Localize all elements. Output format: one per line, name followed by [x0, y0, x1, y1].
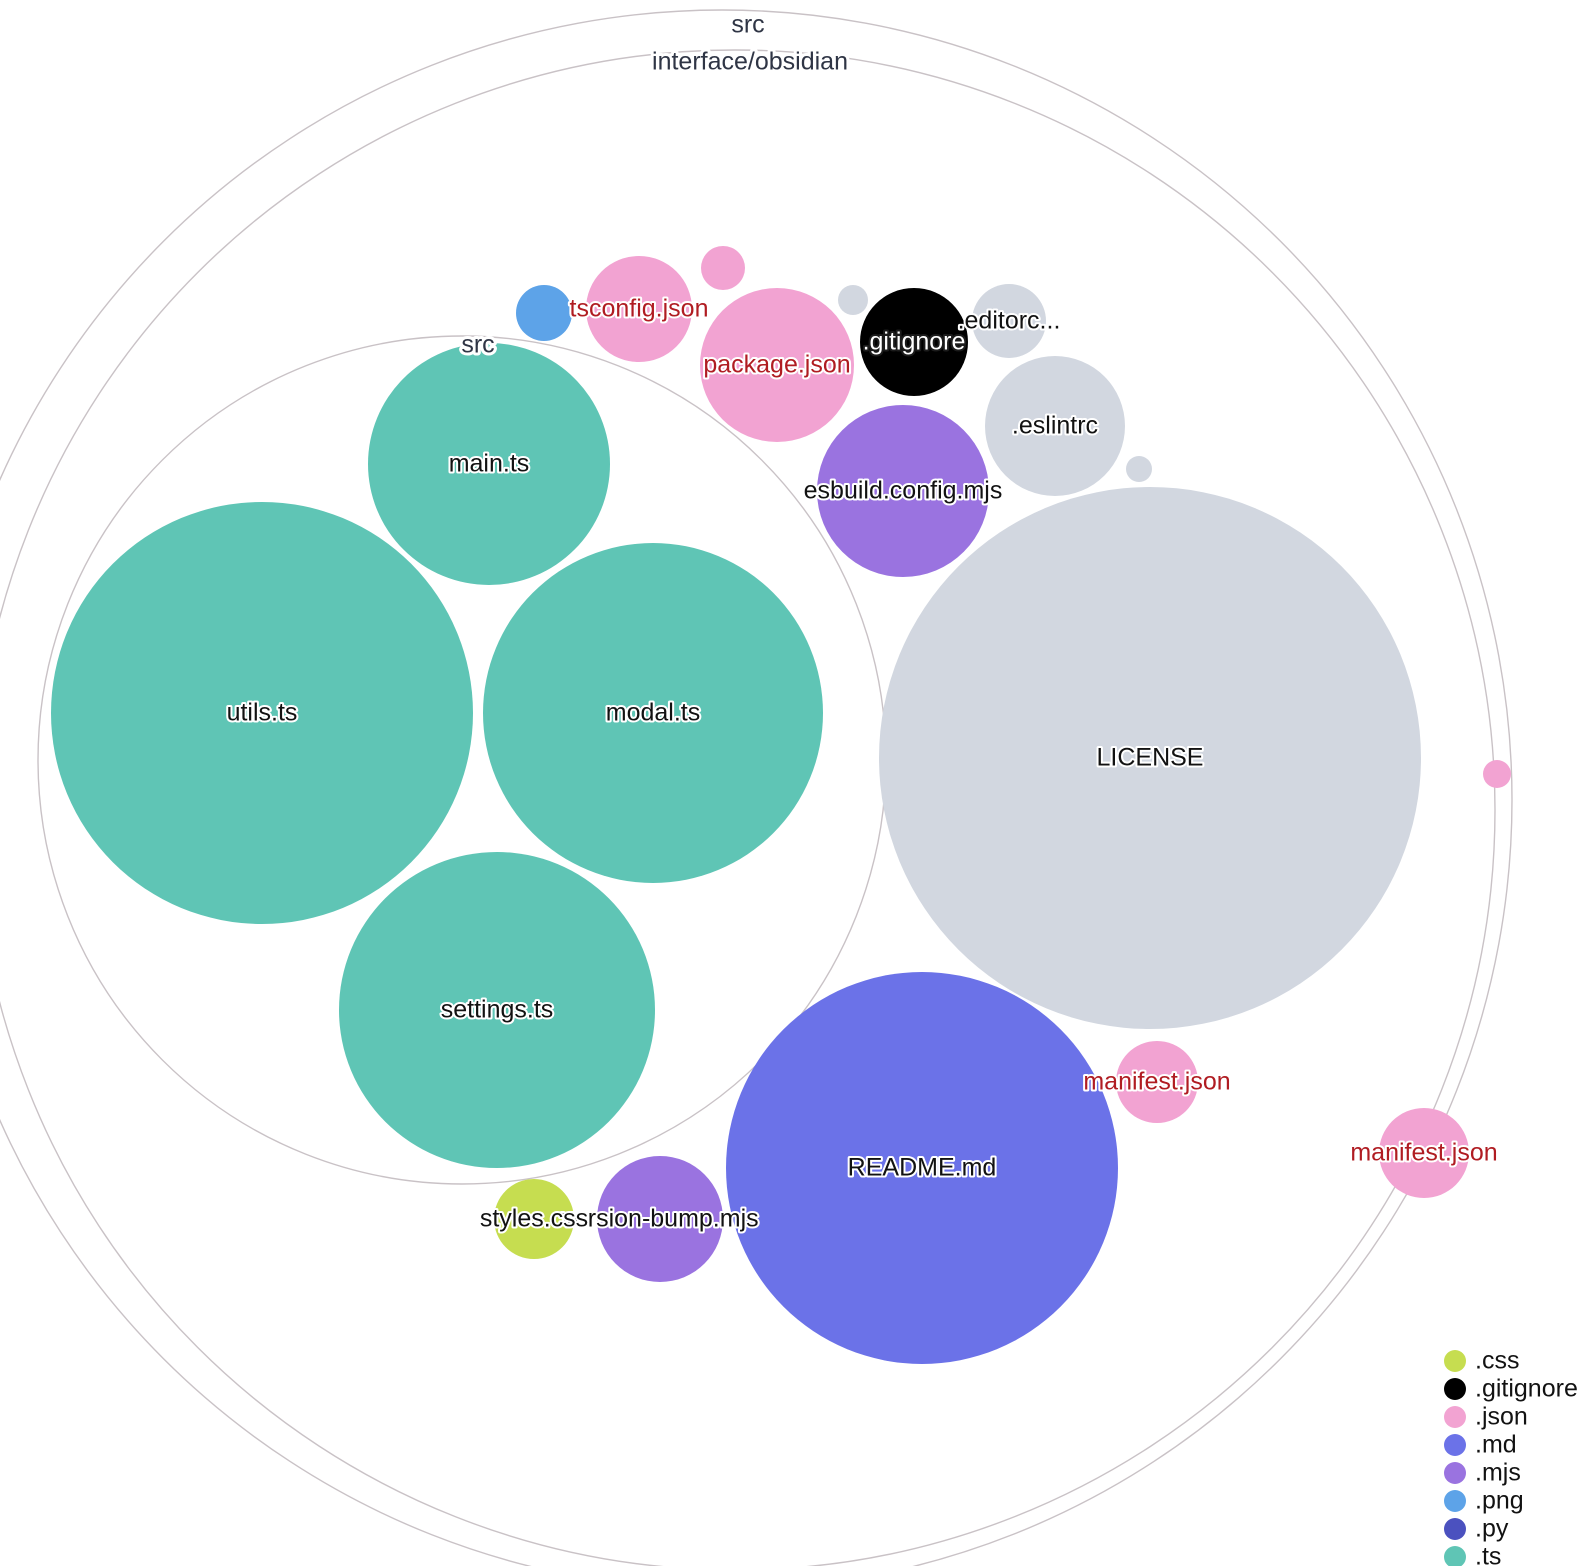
file-circle-eslintrc-10[interactable] [985, 356, 1125, 496]
legend-swatch-json [1444, 1406, 1466, 1428]
file-label-manifest-json-15: manifest.json [1350, 1139, 1497, 1167]
file-label-version-bump-mjs-12: version-bump.mjs [561, 1205, 758, 1233]
file-label-gitignore-9: .gitignore [863, 328, 966, 356]
file-circle-node-18[interactable] [838, 285, 868, 315]
file-circle-json-20[interactable] [1483, 760, 1511, 788]
file-circle-manifest-json-15[interactable] [1379, 1108, 1469, 1198]
file-circle-modal-ts-1[interactable] [483, 543, 823, 883]
file-label-esbuild-config-mjs-8: esbuild.config.mjs [804, 477, 1003, 505]
legend-swatch-md [1444, 1434, 1466, 1456]
file-label-tsconfig-json-7: tsconfig.json [570, 295, 709, 323]
legend-swatch-py [1444, 1518, 1466, 1540]
legend-item-png[interactable]: .png [1444, 1487, 1524, 1515]
file-circle-json-17[interactable] [701, 246, 745, 290]
file-circle-node-19[interactable] [1126, 456, 1152, 482]
legend-swatch-mjs [1444, 1462, 1466, 1484]
legend-item-mjs[interactable]: .mjs [1444, 1459, 1521, 1487]
file-circle-utils-ts-0[interactable] [51, 502, 473, 924]
legend: .css.gitignore.json.md.mjs.png.py.ts [1444, 1347, 1578, 1566]
legend-item-py[interactable]: .py [1444, 1515, 1509, 1543]
legend-swatch-png [1444, 1490, 1466, 1512]
file-circle-gitignore-9[interactable] [860, 288, 968, 396]
legend-label-gitignore: .gitignore [1475, 1375, 1578, 1403]
legend-item-css[interactable]: .css [1444, 1347, 1519, 1375]
legend-item-json[interactable]: .json [1444, 1403, 1528, 1431]
file-circle-settings-ts-2[interactable] [339, 852, 655, 1168]
group-label-src: src [731, 11, 764, 39]
file-label-readme-md-5: README.md [848, 1154, 997, 1182]
legend-label-png: .png [1475, 1487, 1524, 1515]
legend-item-gitignore[interactable]: .gitignore [1444, 1375, 1578, 1403]
file-circle-main-ts-3[interactable] [368, 343, 610, 585]
file-circle-version-bump-mjs-12[interactable] [597, 1156, 723, 1282]
leaf-circles-layer [51, 246, 1511, 1364]
file-circle-license-4[interactable] [879, 487, 1421, 1029]
file-label-modal-ts-1: modal.ts [606, 699, 700, 727]
legend-label-mjs: .mjs [1475, 1459, 1521, 1487]
file-label-main-ts-3: main.ts [449, 450, 530, 478]
group-label-src: src [461, 331, 494, 359]
file-label-license-4: LICENSE [1097, 744, 1204, 772]
legend-label-json: .json [1475, 1403, 1528, 1431]
legend-swatch-css [1444, 1350, 1466, 1372]
file-circle-package-json-6[interactable] [700, 288, 854, 442]
file-label-manifest-json-14: manifest.json [1083, 1068, 1230, 1096]
file-label-settings-ts-2: settings.ts [441, 996, 554, 1024]
file-circle-tsconfig-json-7[interactable] [586, 256, 692, 362]
legend-item-md[interactable]: .md [1444, 1431, 1517, 1459]
leaf-labels-layer: utils.ts modal.ts settings.ts main.ts LICENS… [225, 293, 1500, 1235]
legend-label-ts: .ts [1475, 1543, 1501, 1566]
group-ring-src[interactable] [0, 9, 1513, 1566]
file-label-utils-ts-0: utils.ts [227, 699, 298, 727]
file-circle-manifest-json-14[interactable] [1116, 1041, 1198, 1123]
file-circle-styles-css-13[interactable] [494, 1179, 574, 1259]
file-label-styles-css-13: styles.css [480, 1205, 588, 1233]
legend-label-py: .py [1475, 1515, 1509, 1543]
group-labels-layer: src interface/obsidian src [458, 8, 851, 362]
file-circle-editorc-11[interactable] [972, 284, 1046, 358]
group-label-interface-obsidian: interface/obsidian [652, 48, 848, 76]
file-label-eslintrc-10: .eslintrc [1012, 412, 1098, 440]
legend-swatch-ts [1444, 1546, 1466, 1566]
file-circle-readme-md-5[interactable] [726, 972, 1118, 1364]
file-label-editorc-11: .editorc... [958, 307, 1061, 335]
legend-swatch-gitignore [1444, 1378, 1466, 1400]
legend-item-ts[interactable]: .ts [1444, 1543, 1501, 1566]
legend-label-md: .md [1475, 1431, 1517, 1459]
file-circle-esbuild-config-mjs-8[interactable] [817, 405, 989, 577]
legend-label-css: .css [1475, 1347, 1519, 1375]
file-label-package-json-6: package.json [703, 351, 850, 379]
group-ring-interface-obsidian[interactable] [0, 49, 1496, 1566]
file-circle-png-16[interactable] [516, 285, 572, 341]
